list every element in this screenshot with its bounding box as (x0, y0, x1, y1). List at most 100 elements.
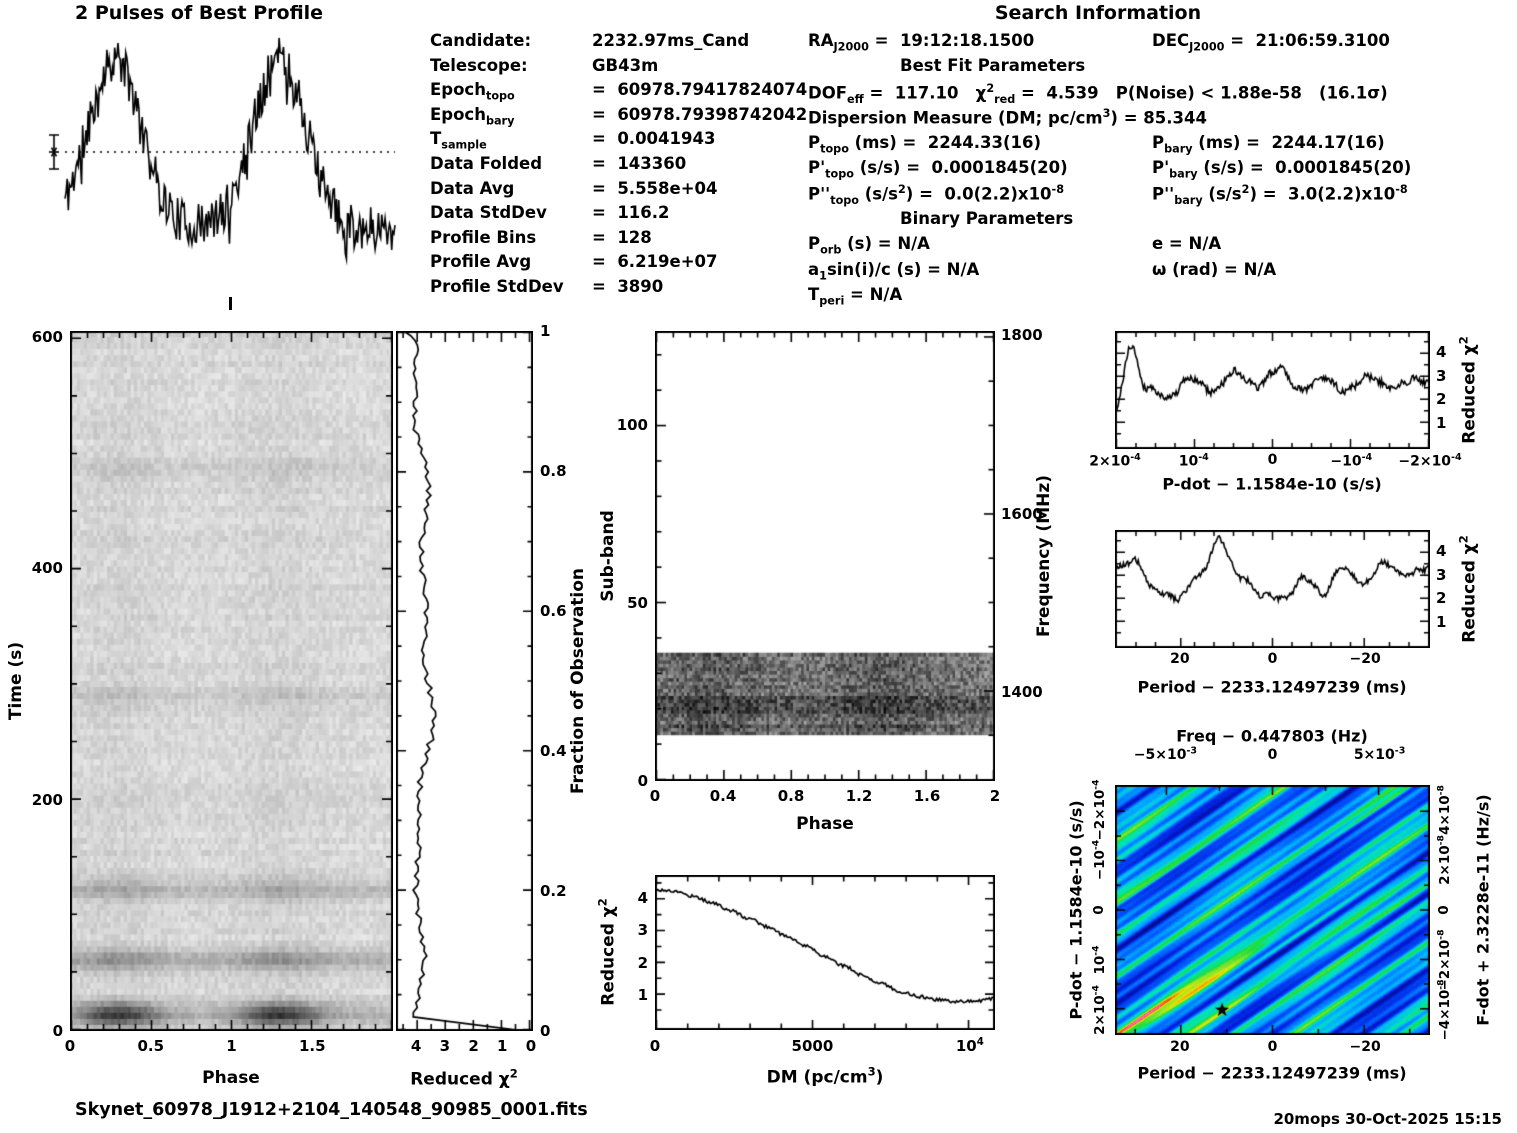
info-line-label: Epochbary (430, 104, 515, 128)
info-line: Tsample = 0.0041943 (430, 129, 807, 154)
map-top-tick: 5×10-3 (1353, 745, 1406, 763)
period-bottom-label: Period − 2233.12497239 (ms) (1137, 1063, 1407, 1083)
info-line: Epochtopo = 60978.79417824074 (430, 80, 807, 105)
info-line-label: Profile Avg (430, 252, 532, 272)
info-line-label: Tsample (430, 129, 487, 152)
search-row-left: P'topo (s/s) = 0.0001845(20) (808, 157, 1068, 181)
dm-y-tick: 1 (637, 985, 648, 1004)
map-right-tick: −4×10-8 (1435, 979, 1453, 1041)
map-left-tick: −10-4 (1090, 839, 1108, 881)
frequency-tick: 1400 (1001, 682, 1043, 701)
map-bottom-tick: 20 (1170, 1039, 1190, 1055)
main-x-tick: 1.5 (298, 1037, 326, 1055)
main-y-tick: 200 (31, 790, 63, 809)
info-line: Candidate: 2232.97ms_Cand (430, 31, 807, 56)
subband-x-tick: 2 (989, 787, 1001, 805)
phase-axis-label-main: Phase (202, 1068, 260, 1088)
panel-chi2-tick: 2 (1436, 390, 1447, 409)
info-line-value: = 0.0041943 (592, 129, 716, 149)
search-row-right: ω (rad) = N/A (1152, 259, 1277, 279)
search-row: Best Fit Parameters (800, 56, 1517, 81)
dm-y-tick: 3 (637, 921, 648, 940)
map-bottom-tick: −20 (1349, 1039, 1381, 1055)
info-line: Epochbary = 60978.79398742042 (430, 105, 807, 130)
search-row-left: RAJ2000 = 19:12:18.1500 (808, 31, 1035, 54)
search-row-right: Pbary (ms) = 2244.17(16) (1152, 132, 1385, 155)
info-line-value: = 143360 (592, 153, 687, 173)
frequency-tick: 1800 (1001, 326, 1043, 345)
main-x-tick: 0 (64, 1037, 76, 1055)
search-row: Binary Parameters (800, 209, 1517, 234)
panel-chi2-tick: 3 (1436, 366, 1447, 385)
fraction-tick: 1 (540, 322, 551, 340)
info-line: Data Folded = 143360 (430, 154, 807, 179)
search-row: Ptopo (ms) = 2244.33(16) Pbary (ms) = 224… (800, 133, 1517, 158)
info-line-label: Data Folded (430, 153, 543, 173)
subband-x-tick: 1.2 (845, 787, 873, 805)
panel-x-tick: −2×10-4 (1398, 452, 1462, 470)
info-line-label: Data StdDev (430, 203, 547, 223)
info-line-label: Data Avg (430, 178, 515, 198)
info-line-value: 2232.97ms_Cand (592, 31, 750, 50)
search-row-left: P''topo (s/s2) = 0.0(2.2)x10-8 (808, 183, 1065, 208)
chi2-x-tick: 2 (468, 1037, 479, 1055)
dm-x-tick: 0 (649, 1037, 661, 1055)
info-line-label: Epochtopo (430, 80, 515, 103)
reduced-chi2-label-chi2: Reduced χ2 (410, 1066, 518, 1090)
chi2-x-tick: 4 (410, 1037, 422, 1055)
frequency-axis-label: Frequency (MHz) (1034, 475, 1054, 637)
panel-chi2-tick: 1 (1436, 613, 1447, 632)
search-row-center: Binary Parameters (900, 208, 1074, 228)
search-row-center: Best Fit Parameters (900, 56, 1086, 76)
search-row-right: P'bary (s/s) = 0.0001845(20) (1152, 157, 1412, 181)
info-line-label: Telescope: (430, 55, 528, 75)
search-row-left: Ptopo (ms) = 2244.33(16) (808, 132, 1042, 155)
search-row: RAJ2000 = 19:12:18.1500 DECJ2000 = 21:06:… (800, 31, 1517, 56)
map-right-tick: 2×10-8 (1435, 835, 1453, 885)
reduced-chi2-label-period: Reduced χ2 (1456, 535, 1480, 643)
panel-chi2-tick: 4 (1436, 343, 1447, 362)
search-row-left: Dispersion Measure (DM; pc/cm3) = 85.344 (808, 107, 1207, 128)
profile-title: 2 Pulses of Best Profile (75, 2, 324, 24)
info-line: Data StdDev = 116.2 (430, 203, 807, 228)
search-row-left: Tperi = N/A (808, 284, 903, 308)
fraction-tick: 0 (540, 1022, 551, 1040)
info-line: Profile Bins = 128 (430, 228, 807, 253)
fraction-axis-label: Fraction of Observation (568, 567, 588, 795)
main-y-tick: 0 (52, 1022, 63, 1040)
phase-axis-label-subband: Phase (796, 814, 854, 834)
search-row-left: a1sin(i)/c (s) = N/A (808, 259, 980, 282)
panel-x-tick: −10-4 (1330, 452, 1373, 470)
search-title: Search Information (994, 2, 1202, 24)
info-line-value: GB43m (592, 55, 659, 75)
panel-chi2-tick: 4 (1436, 542, 1447, 561)
panel-chi2-tick: 1 (1436, 414, 1447, 433)
search-row: DOFeff = 117.10 χ2red = 4.539 P(Noise) <… (800, 82, 1517, 107)
search-row-left: Porb (s) = N/A (808, 234, 930, 257)
info-line: Telescope: GB43m (430, 56, 807, 81)
candidate-info-block: Candidate: 2232.97ms_Cand Telescope: GB43m E… (430, 31, 807, 302)
chi2-vs-fraction-plot (396, 331, 533, 1031)
chi2-vs-period-plot (1115, 530, 1430, 648)
subband-y-tick: 0 (637, 772, 648, 790)
chi2-vs-pdot-plot (1115, 331, 1430, 449)
map-left-tick: 10-4 (1090, 945, 1108, 975)
frequency-tick: 1600 (1001, 504, 1043, 523)
panel-x-tick: 0 (1267, 651, 1278, 667)
map-left-tick: 2×10-4 (1090, 985, 1108, 1035)
map-right-tick: 4×10-8 (1435, 785, 1453, 835)
time-phase-heatmap (70, 331, 393, 1031)
fits-filename: Skynet_60978_J1912+2104_140548_90985_000… (75, 1100, 588, 1120)
reduced-chi2-label-dm: Reduced χ2 (595, 898, 619, 1006)
subband-x-tick: 0 (649, 787, 661, 805)
info-line-value: = 60978.79417824074 (592, 80, 808, 100)
panel-chi2-tick: 2 (1436, 589, 1447, 608)
time-axis-label: Time (s) (6, 641, 26, 721)
subband-x-tick: 0.4 (709, 787, 737, 805)
pdot-axis-label: P-dot − 1.1584e-10 (s/s) (1162, 474, 1382, 494)
info-line-value: = 128 (592, 227, 652, 247)
dm-y-tick: 4 (637, 888, 648, 907)
search-row: P''topo (s/s2) = 0.0(2.2)x10-8 P''bary (s… (800, 183, 1517, 208)
panel-chi2-tick: 3 (1436, 565, 1447, 584)
main-x-tick: 0.5 (137, 1037, 165, 1055)
